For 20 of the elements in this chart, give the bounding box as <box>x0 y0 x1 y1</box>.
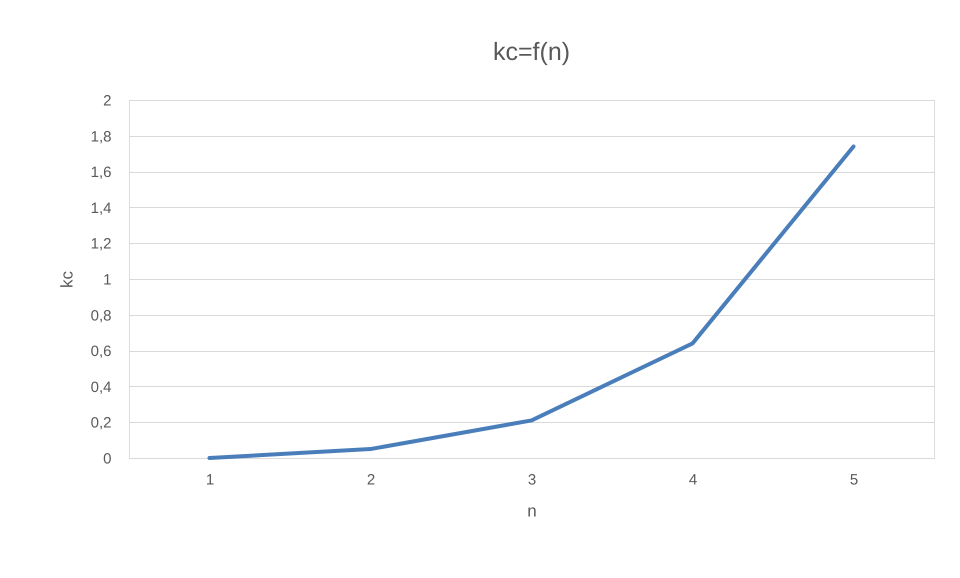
x-tick-label: 1 <box>206 472 214 488</box>
y-tick-label: 1,6 <box>90 164 112 182</box>
x-tick-label: 2 <box>366 472 376 488</box>
y-tick-label: 1,8 <box>90 128 112 146</box>
y-tick-label: 0,6 <box>90 343 112 360</box>
y-tick-label: 1,4 <box>90 200 112 217</box>
y-tick-label: 0,2 <box>90 414 112 432</box>
y-axis-title: kc <box>58 270 77 288</box>
chart-title: kc=f(n) <box>492 38 570 66</box>
y-tick-label: 2 <box>103 92 112 110</box>
y-tick-label: 0,8 <box>90 307 112 324</box>
x-tick-label: 5 <box>850 472 858 488</box>
x-tick-label: 3 <box>528 472 536 488</box>
y-tick-label: 0,4 <box>90 378 112 396</box>
x-tick-label: 4 <box>688 472 698 488</box>
y-tick-label: 0 <box>103 450 112 468</box>
y-tick-label: 1,2 <box>90 236 112 253</box>
y-tick-label: 1 <box>103 272 112 288</box>
line-series <box>208 144 856 460</box>
x-axis-title: n <box>527 502 537 520</box>
